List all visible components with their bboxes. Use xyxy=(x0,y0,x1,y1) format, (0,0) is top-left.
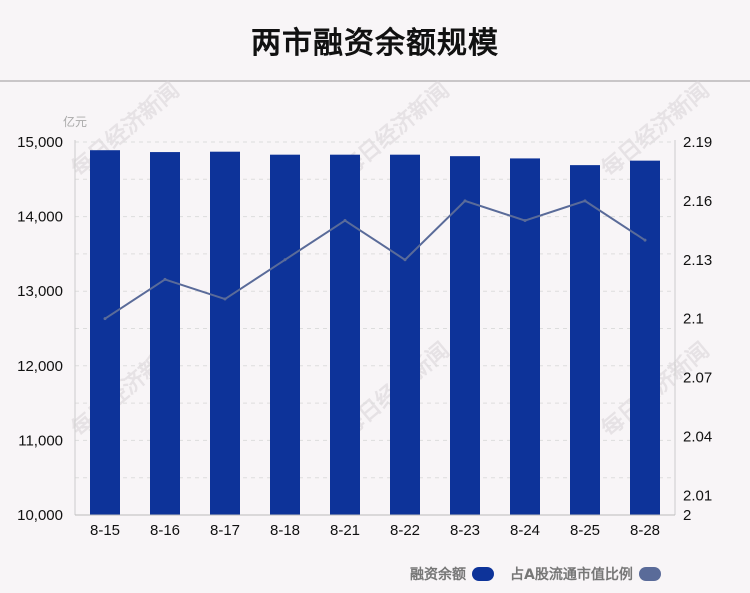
bar-series xyxy=(90,150,660,516)
bar-8-18 xyxy=(270,154,300,515)
bar-8-24 xyxy=(510,158,540,516)
x-tick-8-15: 8-15 xyxy=(90,522,120,539)
ratio-point-8-24 xyxy=(523,219,527,223)
x-tick-8-22: 8-22 xyxy=(390,522,420,539)
bar-8-16 xyxy=(150,152,180,516)
left-tick-3: 13,000 xyxy=(17,283,63,300)
bar-8-22 xyxy=(390,154,420,515)
ratio-point-8-18 xyxy=(283,258,287,262)
axes: 亿元 10,000 11,000 12,000 13,000 14,000 15,000 2 2… xyxy=(17,114,712,539)
x-tick-8-24: 8-24 xyxy=(510,522,540,539)
right-tick-3: 2.07 xyxy=(683,370,712,387)
right-tick-2: 2.04 xyxy=(683,428,712,445)
ratio-point-8-28 xyxy=(643,238,647,242)
ratio-point-8-16 xyxy=(163,277,167,281)
right-tick-0: 2 xyxy=(683,507,691,524)
bar-8-21 xyxy=(330,154,360,515)
x-tick-8-21: 8-21 xyxy=(330,522,360,539)
left-tick-1: 11,000 xyxy=(18,432,63,449)
chart-canvas: 每日经济新闻每日经济新闻每日经济新闻每日经济新闻每日经济新闻每日经济新闻 亿元1… xyxy=(17,77,714,539)
title-divider xyxy=(0,80,750,82)
left-tick-5: 15,000 xyxy=(17,134,63,151)
x-tick-8-28: 8-28 xyxy=(630,522,660,539)
x-tick-8-17: 8-17 xyxy=(210,522,240,539)
legend-item-balance: 融资余额 xyxy=(410,564,494,584)
left-tick-4: 14,000 xyxy=(17,209,63,226)
right-tick-5: 2.13 xyxy=(683,252,712,269)
ratio-point-8-15 xyxy=(103,317,107,321)
legend-label-balance: 融资余额 xyxy=(410,567,466,583)
legend-swatch-balance xyxy=(472,567,494,581)
ratio-point-8-25 xyxy=(583,199,587,203)
x-tick-8-25: 8-25 xyxy=(570,522,600,539)
legend-item-ratio: 占A股流通市值比例 xyxy=(510,564,661,584)
bar-8-28 xyxy=(630,160,660,515)
x-tick-8-16: 8-16 xyxy=(150,522,180,539)
ratio-point-8-22 xyxy=(403,258,407,262)
right-tick-7: 2.19 xyxy=(683,134,712,151)
chart-title: 两市融资余额规模 xyxy=(251,26,499,61)
bar-8-17 xyxy=(210,151,240,515)
right-tick-6: 2.16 xyxy=(683,193,712,210)
ratio-point-8-17 xyxy=(223,297,227,301)
left-axis-unit: 亿元 xyxy=(63,114,87,129)
ratio-point-8-23 xyxy=(463,199,467,203)
legend-swatch-ratio xyxy=(638,567,661,581)
right-tick-4: 2.1 xyxy=(683,311,704,328)
left-tick-0: 10,000 xyxy=(17,507,63,524)
bar-8-15 xyxy=(90,150,120,515)
legend: 融资余额 占A股流通市值比例 xyxy=(410,563,677,585)
right-tick-1: 2.01 xyxy=(683,487,712,504)
legend-label-ratio: 占A股流通市值比例 xyxy=(510,567,633,583)
x-tick-8-23: 8-23 xyxy=(450,522,480,539)
x-tick-8-18: 8-18 xyxy=(270,522,300,539)
bar-8-25 xyxy=(570,165,600,515)
line-series xyxy=(103,199,647,321)
ratio-point-8-21 xyxy=(343,219,347,223)
ratio-line xyxy=(104,199,646,320)
left-tick-2: 12,000 xyxy=(17,358,63,375)
bar-8-23 xyxy=(450,156,480,515)
